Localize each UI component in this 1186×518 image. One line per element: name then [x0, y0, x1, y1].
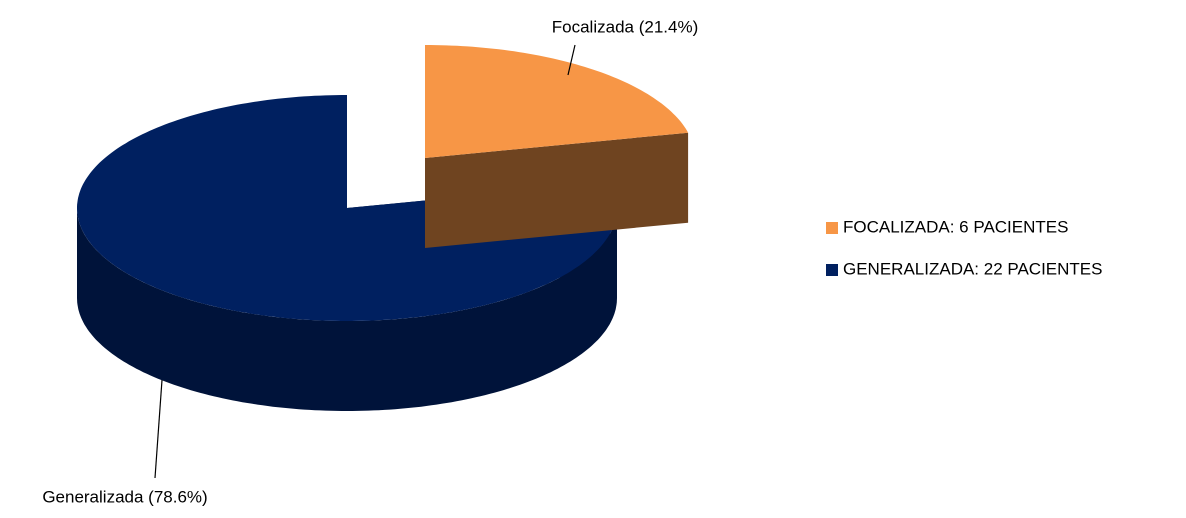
slice-top [425, 45, 689, 158]
leader-line [567, 44, 576, 76]
legend: FOCALIZADA: 6 PACIENTES GENERALIZADA: 22 … [826, 217, 1102, 278]
pie: Focalizada (21.4%) Generalizada (78.6%) [42, 17, 698, 506]
leader-line [154, 379, 163, 479]
legend-swatch [826, 264, 838, 276]
legend-label: GENERALIZADA: 22 PACIENTES [843, 259, 1102, 278]
legend-label: FOCALIZADA: 6 PACIENTES [843, 217, 1068, 236]
slice-side [425, 132, 689, 248]
legend-swatch [826, 222, 838, 234]
slice-top [77, 95, 617, 321]
data-label: Generalizada (78.6%) [42, 487, 207, 506]
slice [425, 45, 689, 248]
data-label: Focalizada (21.4%) [552, 17, 698, 36]
slice-wall [77, 208, 617, 411]
